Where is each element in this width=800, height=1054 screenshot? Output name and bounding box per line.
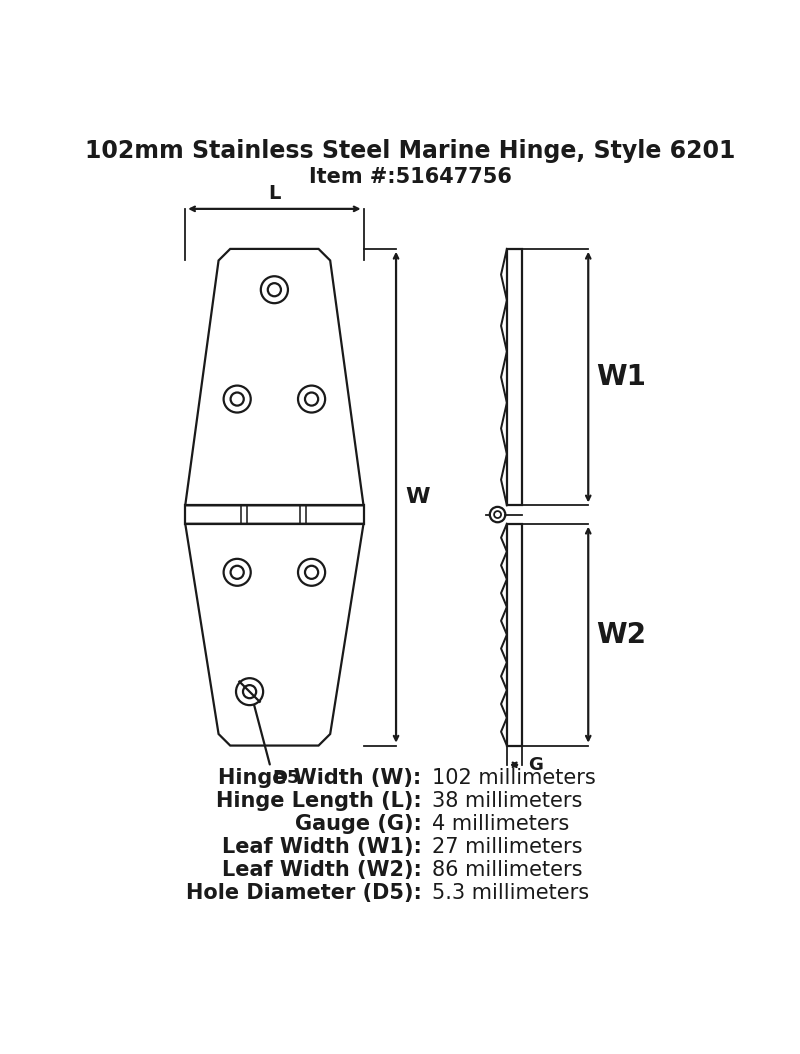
Text: Hinge Width (W):: Hinge Width (W): <box>218 768 422 788</box>
Text: 5.3 millimeters: 5.3 millimeters <box>432 883 589 903</box>
Text: D5: D5 <box>272 769 299 787</box>
Text: 102mm Stainless Steel Marine Hinge, Style 6201: 102mm Stainless Steel Marine Hinge, Styl… <box>85 139 735 163</box>
Text: Hinge Length (L):: Hinge Length (L): <box>216 790 422 811</box>
Text: L: L <box>268 184 281 203</box>
Text: Item #:51647756: Item #:51647756 <box>309 168 511 188</box>
Text: G: G <box>529 756 543 774</box>
Text: Hole Diameter (D5):: Hole Diameter (D5): <box>186 883 422 903</box>
Text: Leaf Width (W1):: Leaf Width (W1): <box>222 837 422 857</box>
Text: W2: W2 <box>596 621 646 648</box>
Text: 38 millimeters: 38 millimeters <box>432 790 582 811</box>
Text: 102 millimeters: 102 millimeters <box>432 768 595 788</box>
Text: 86 millimeters: 86 millimeters <box>432 860 582 880</box>
Text: 27 millimeters: 27 millimeters <box>432 837 582 857</box>
Text: Gauge (G):: Gauge (G): <box>294 814 422 834</box>
Text: Leaf Width (W2):: Leaf Width (W2): <box>222 860 422 880</box>
Text: 4 millimeters: 4 millimeters <box>432 814 569 834</box>
Text: W: W <box>406 487 430 507</box>
Text: W1: W1 <box>596 364 646 391</box>
